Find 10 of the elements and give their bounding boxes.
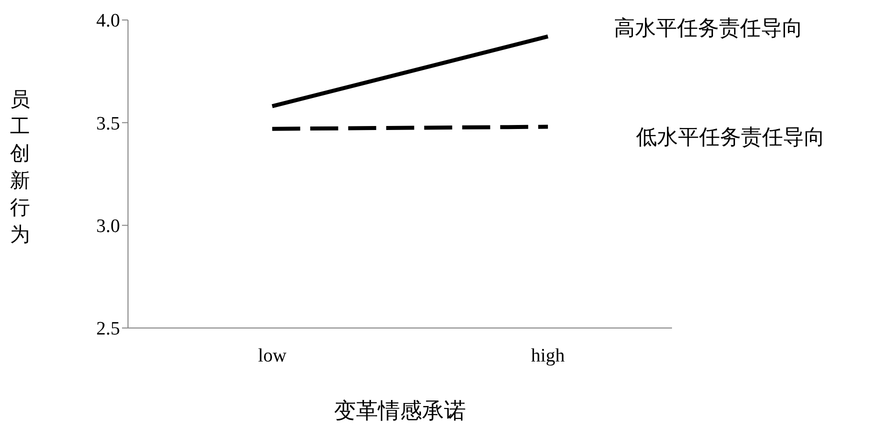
y-tick-label: 4.0	[96, 10, 120, 32]
x-axis-title: 变革情感承诺	[333, 398, 467, 426]
y-axis-title: 员工创新行为	[9, 86, 31, 248]
y-tick-label: 3.0	[96, 216, 120, 238]
x-tick-label: high	[531, 345, 566, 366]
y-tick-label: 2.5	[96, 318, 120, 340]
text: 低水平任务责任导向	[636, 124, 825, 151]
x-tick-label: low	[258, 345, 287, 366]
text: 高水平任务责任导向	[614, 15, 803, 42]
y-tick-label: 3.5	[96, 113, 120, 134]
